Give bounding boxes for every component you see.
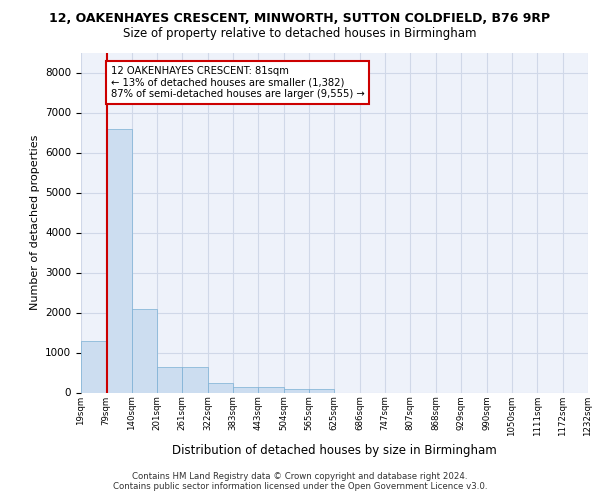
Bar bbox=[182, 366, 208, 392]
Bar bbox=[258, 388, 284, 392]
Bar bbox=[208, 382, 233, 392]
Bar bbox=[157, 366, 182, 392]
Text: Contains public sector information licensed under the Open Government Licence v3: Contains public sector information licen… bbox=[113, 482, 487, 491]
Bar bbox=[81, 340, 106, 392]
Bar bbox=[309, 389, 334, 392]
Bar bbox=[106, 128, 131, 392]
Text: Contains HM Land Registry data © Crown copyright and database right 2024.: Contains HM Land Registry data © Crown c… bbox=[132, 472, 468, 481]
Text: 12, OAKENHAYES CRESCENT, MINWORTH, SUTTON COLDFIELD, B76 9RP: 12, OAKENHAYES CRESCENT, MINWORTH, SUTTO… bbox=[49, 12, 551, 26]
Bar bbox=[233, 388, 258, 392]
Bar bbox=[284, 389, 309, 392]
Bar bbox=[131, 310, 157, 392]
X-axis label: Distribution of detached houses by size in Birmingham: Distribution of detached houses by size … bbox=[172, 444, 497, 457]
Text: 12 OAKENHAYES CRESCENT: 81sqm
← 13% of detached houses are smaller (1,382)
87% o: 12 OAKENHAYES CRESCENT: 81sqm ← 13% of d… bbox=[110, 66, 364, 99]
Text: Size of property relative to detached houses in Birmingham: Size of property relative to detached ho… bbox=[123, 28, 477, 40]
Y-axis label: Number of detached properties: Number of detached properties bbox=[29, 135, 40, 310]
